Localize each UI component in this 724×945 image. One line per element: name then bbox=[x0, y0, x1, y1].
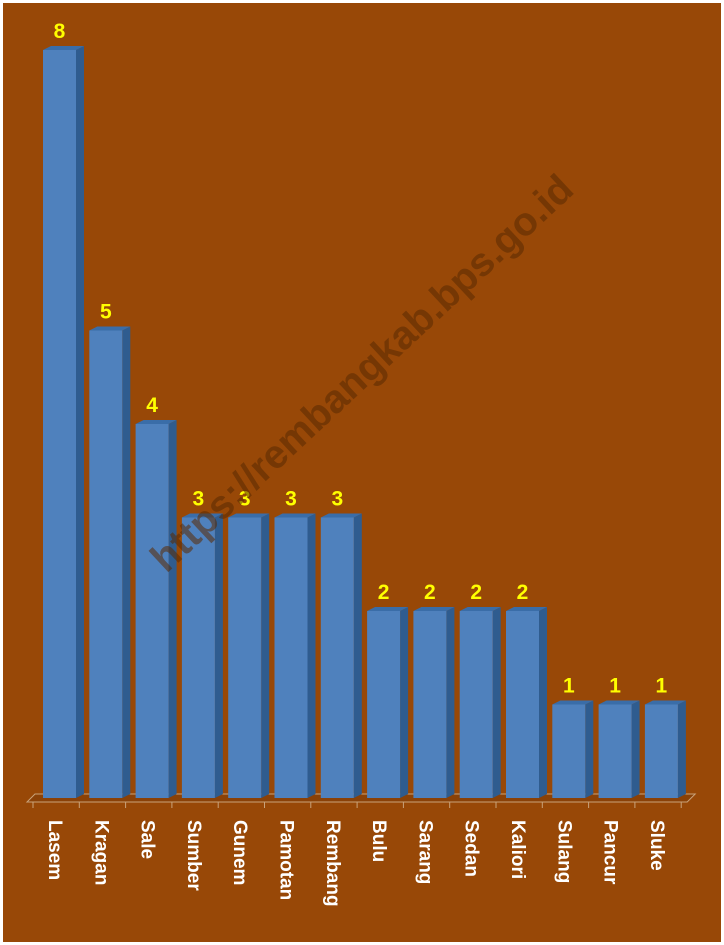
value-label: 8 bbox=[54, 20, 66, 43]
bar-side bbox=[585, 700, 594, 798]
category-label: Sale bbox=[137, 820, 158, 859]
value-label: 3 bbox=[331, 488, 343, 511]
bar-sedan bbox=[459, 607, 501, 798]
bar-kragan bbox=[89, 326, 131, 798]
category-label: Rembang bbox=[322, 820, 343, 907]
watermark-text: https://rembangkab.bps.go.id bbox=[142, 166, 582, 580]
bar-front bbox=[320, 517, 354, 798]
bar-front bbox=[413, 611, 447, 798]
value-label: 1 bbox=[563, 675, 575, 698]
bar-side bbox=[353, 513, 362, 798]
bar-sarang bbox=[413, 607, 455, 798]
bar-front bbox=[367, 611, 401, 798]
category-label: Sluke bbox=[646, 820, 667, 871]
bar-side bbox=[446, 607, 455, 798]
chart-area: 8 5 4 3 3 3 3 2 2 2 2 1 1 1 Lasem Kragan Sale Sumber Gune… bbox=[3, 3, 721, 942]
bar-side bbox=[307, 513, 316, 798]
bar-chart: 8 5 4 3 3 3 3 2 2 2 2 1 1 1 Lasem Kragan Sale Sumber Gune… bbox=[25, 20, 697, 907]
value-label: 4 bbox=[146, 394, 158, 417]
value-label: 3 bbox=[285, 488, 297, 511]
chart-floor bbox=[25, 793, 697, 808]
bars bbox=[43, 46, 686, 798]
bar-front bbox=[181, 517, 215, 798]
bar-front bbox=[43, 50, 76, 798]
value-label: 2 bbox=[378, 581, 390, 604]
bar-front bbox=[506, 611, 539, 798]
bar-rembang bbox=[320, 513, 362, 798]
category-label: Pancur bbox=[600, 820, 621, 885]
category-label: Bulu bbox=[368, 820, 389, 862]
category-label: Gunem bbox=[229, 820, 250, 885]
bar-side bbox=[631, 700, 640, 798]
bar-front bbox=[552, 704, 586, 798]
category-label: Sedan bbox=[461, 820, 482, 877]
value-label: 2 bbox=[517, 581, 529, 604]
bar-side bbox=[539, 607, 547, 798]
bar-pancur bbox=[598, 700, 640, 798]
bar-kaliori bbox=[506, 607, 547, 798]
bar-top bbox=[506, 607, 547, 611]
bar-top bbox=[320, 513, 362, 518]
bar-pamotan bbox=[274, 513, 316, 798]
bar-top bbox=[43, 46, 84, 50]
bar-side bbox=[261, 513, 270, 798]
bar-top bbox=[644, 700, 686, 705]
bar-front bbox=[644, 704, 678, 798]
bar-top bbox=[459, 607, 501, 611]
bar-side bbox=[677, 700, 686, 798]
bar-front bbox=[598, 704, 632, 798]
category-labels: Lasem Kragan Sale Sumber Gunem Pamotan Rembang… bbox=[44, 820, 667, 907]
value-label: 1 bbox=[656, 675, 668, 698]
category-label: Kaliori bbox=[507, 820, 528, 879]
bar-top bbox=[135, 420, 177, 424]
bar-top bbox=[552, 700, 594, 705]
value-labels: 8 5 4 3 3 3 3 2 2 2 2 1 1 1 bbox=[54, 20, 668, 698]
category-label: Sumber bbox=[183, 820, 204, 891]
bar-side bbox=[492, 607, 501, 798]
bar-top bbox=[89, 326, 131, 331]
bar-sulang bbox=[552, 700, 594, 798]
category-label: Pamotan bbox=[276, 820, 297, 900]
bar-front bbox=[228, 517, 262, 798]
value-label: 2 bbox=[470, 581, 482, 604]
bar-top bbox=[413, 607, 455, 611]
bar-side bbox=[168, 420, 177, 798]
category-label: Kragan bbox=[90, 820, 111, 885]
value-label: 5 bbox=[100, 301, 112, 324]
bar-bulu bbox=[367, 607, 409, 798]
bar-lasem bbox=[43, 46, 84, 798]
value-label: 3 bbox=[193, 488, 205, 511]
bar-sluke bbox=[644, 700, 686, 798]
category-label: Lasem bbox=[44, 820, 65, 880]
value-label: 3 bbox=[239, 488, 251, 511]
bar-side bbox=[214, 513, 223, 798]
bar-side bbox=[76, 46, 84, 798]
bar-top bbox=[598, 700, 640, 705]
value-label: 1 bbox=[609, 675, 621, 698]
bar-front bbox=[89, 330, 123, 798]
bar-sale bbox=[135, 420, 177, 798]
bar-front bbox=[135, 424, 169, 798]
bar-top bbox=[367, 607, 409, 611]
bar-sumber bbox=[181, 513, 223, 798]
value-label: 2 bbox=[424, 581, 436, 604]
bar-top bbox=[228, 513, 270, 518]
category-label: Sarang bbox=[414, 820, 435, 884]
bar-side bbox=[122, 326, 131, 798]
bar-gunem bbox=[228, 513, 270, 798]
bar-side bbox=[400, 607, 409, 798]
bar-top bbox=[181, 513, 223, 518]
bar-front bbox=[459, 611, 493, 798]
category-label: Sulang bbox=[553, 820, 574, 883]
bar-top bbox=[274, 513, 316, 518]
bar-front bbox=[274, 517, 308, 798]
